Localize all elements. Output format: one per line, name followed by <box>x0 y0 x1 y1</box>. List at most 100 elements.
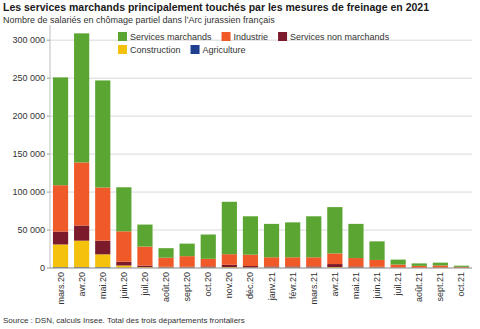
bar <box>369 241 384 260</box>
bar <box>264 224 279 257</box>
bar <box>158 258 173 267</box>
bar <box>222 265 237 267</box>
bar <box>74 225 89 240</box>
bar <box>412 263 427 265</box>
bar <box>327 264 342 267</box>
y-tick-label: 200 000 <box>12 111 45 121</box>
bar <box>180 256 195 267</box>
bar <box>243 216 258 254</box>
bar <box>116 262 131 266</box>
bar <box>201 235 216 259</box>
bar <box>264 266 279 267</box>
x-tick-label: mai.21 <box>351 272 361 299</box>
bar <box>74 33 89 162</box>
x-tick-label: oct.21 <box>456 272 466 297</box>
chart: Les services marchands principalement to… <box>0 0 480 329</box>
bar <box>53 244 68 267</box>
x-tick-label: juil.20 <box>140 272 150 297</box>
bar <box>180 244 195 257</box>
bar <box>391 265 406 268</box>
bar <box>391 260 406 265</box>
x-tick-label: mars.20 <box>56 272 66 305</box>
bar <box>95 254 110 267</box>
grid-line <box>50 192 472 193</box>
y-tick-label: 250 000 <box>12 73 45 83</box>
grid-line <box>50 230 472 231</box>
bar <box>201 259 216 267</box>
grid-line <box>50 154 472 155</box>
bars <box>53 33 469 268</box>
bar <box>369 260 384 267</box>
x-tick-label: sept.20 <box>182 272 192 302</box>
bar <box>306 266 321 267</box>
legend-label: Agriculture <box>203 45 246 55</box>
bar <box>433 265 448 267</box>
x-tick-label: mars.21 <box>309 272 319 305</box>
x-tick-label: déc.20 <box>245 272 255 299</box>
x-tick-label: avr.20 <box>77 272 87 297</box>
x-tick-label: févr.21 <box>288 272 298 299</box>
bar <box>74 241 89 268</box>
x-tick-label: avr.21 <box>330 272 340 297</box>
bar <box>53 77 68 185</box>
y-axis <box>50 25 51 268</box>
legend-swatch <box>222 32 231 41</box>
bar <box>454 266 469 267</box>
bar <box>53 185 68 231</box>
legend-label: Services non marchands <box>290 32 390 42</box>
bar <box>306 216 321 257</box>
bar <box>264 257 279 266</box>
legend-swatch <box>118 32 127 41</box>
legend-swatch <box>118 45 127 54</box>
bar <box>53 232 68 245</box>
source: Source : DSN, calculs Insee. Total des t… <box>3 316 245 325</box>
bar <box>201 266 216 267</box>
bar <box>348 258 363 266</box>
bar <box>95 80 110 187</box>
legend-swatch <box>278 32 287 41</box>
bar <box>158 248 173 257</box>
x-tick-label: nov.20 <box>224 272 234 298</box>
legend-swatch <box>191 45 200 54</box>
bar <box>74 162 89 225</box>
x-tick-label: sept.21 <box>435 272 445 302</box>
bar <box>116 231 131 261</box>
y-tick-label: 300 000 <box>12 35 45 45</box>
bar <box>348 266 363 267</box>
y-tick-label: 150 000 <box>12 149 45 159</box>
y-tick-label: 50 000 <box>17 225 45 235</box>
bar <box>137 266 152 268</box>
bar <box>412 266 427 268</box>
grid-line <box>50 116 472 117</box>
bar <box>285 257 300 266</box>
x-tick-label: juin.21 <box>372 272 382 300</box>
x-tick-label: août.20 <box>161 272 171 302</box>
bar <box>243 266 258 268</box>
legend-label: Construction <box>130 45 181 55</box>
bar <box>137 247 152 266</box>
bar <box>285 266 300 267</box>
x-tick-label: oct.20 <box>203 272 213 297</box>
title: Les services marchands principalement to… <box>3 1 429 13</box>
grid-line <box>50 268 472 269</box>
x-tick-label: mai.20 <box>98 272 108 299</box>
bar <box>137 225 152 247</box>
subtitle: Nombre de salariés en chômage partiel da… <box>3 15 275 25</box>
bar <box>327 207 342 253</box>
x-tick-label: juil.21 <box>393 272 403 297</box>
x-tick-label: juin.20 <box>119 272 129 300</box>
bar <box>116 265 131 267</box>
legend-label: Industrie <box>234 32 269 42</box>
bar <box>285 222 300 257</box>
bar <box>348 224 363 258</box>
y-tick-label: 0 <box>40 263 45 273</box>
bar <box>222 254 237 265</box>
legend-label: Services marchands <box>130 32 212 42</box>
bar <box>433 263 448 266</box>
bar <box>95 241 110 255</box>
x-tick-label: janv.21 <box>267 272 277 301</box>
bar <box>243 255 258 266</box>
bar <box>116 187 131 231</box>
grid-line <box>50 78 472 79</box>
x-tick-label: août.21 <box>414 272 424 302</box>
